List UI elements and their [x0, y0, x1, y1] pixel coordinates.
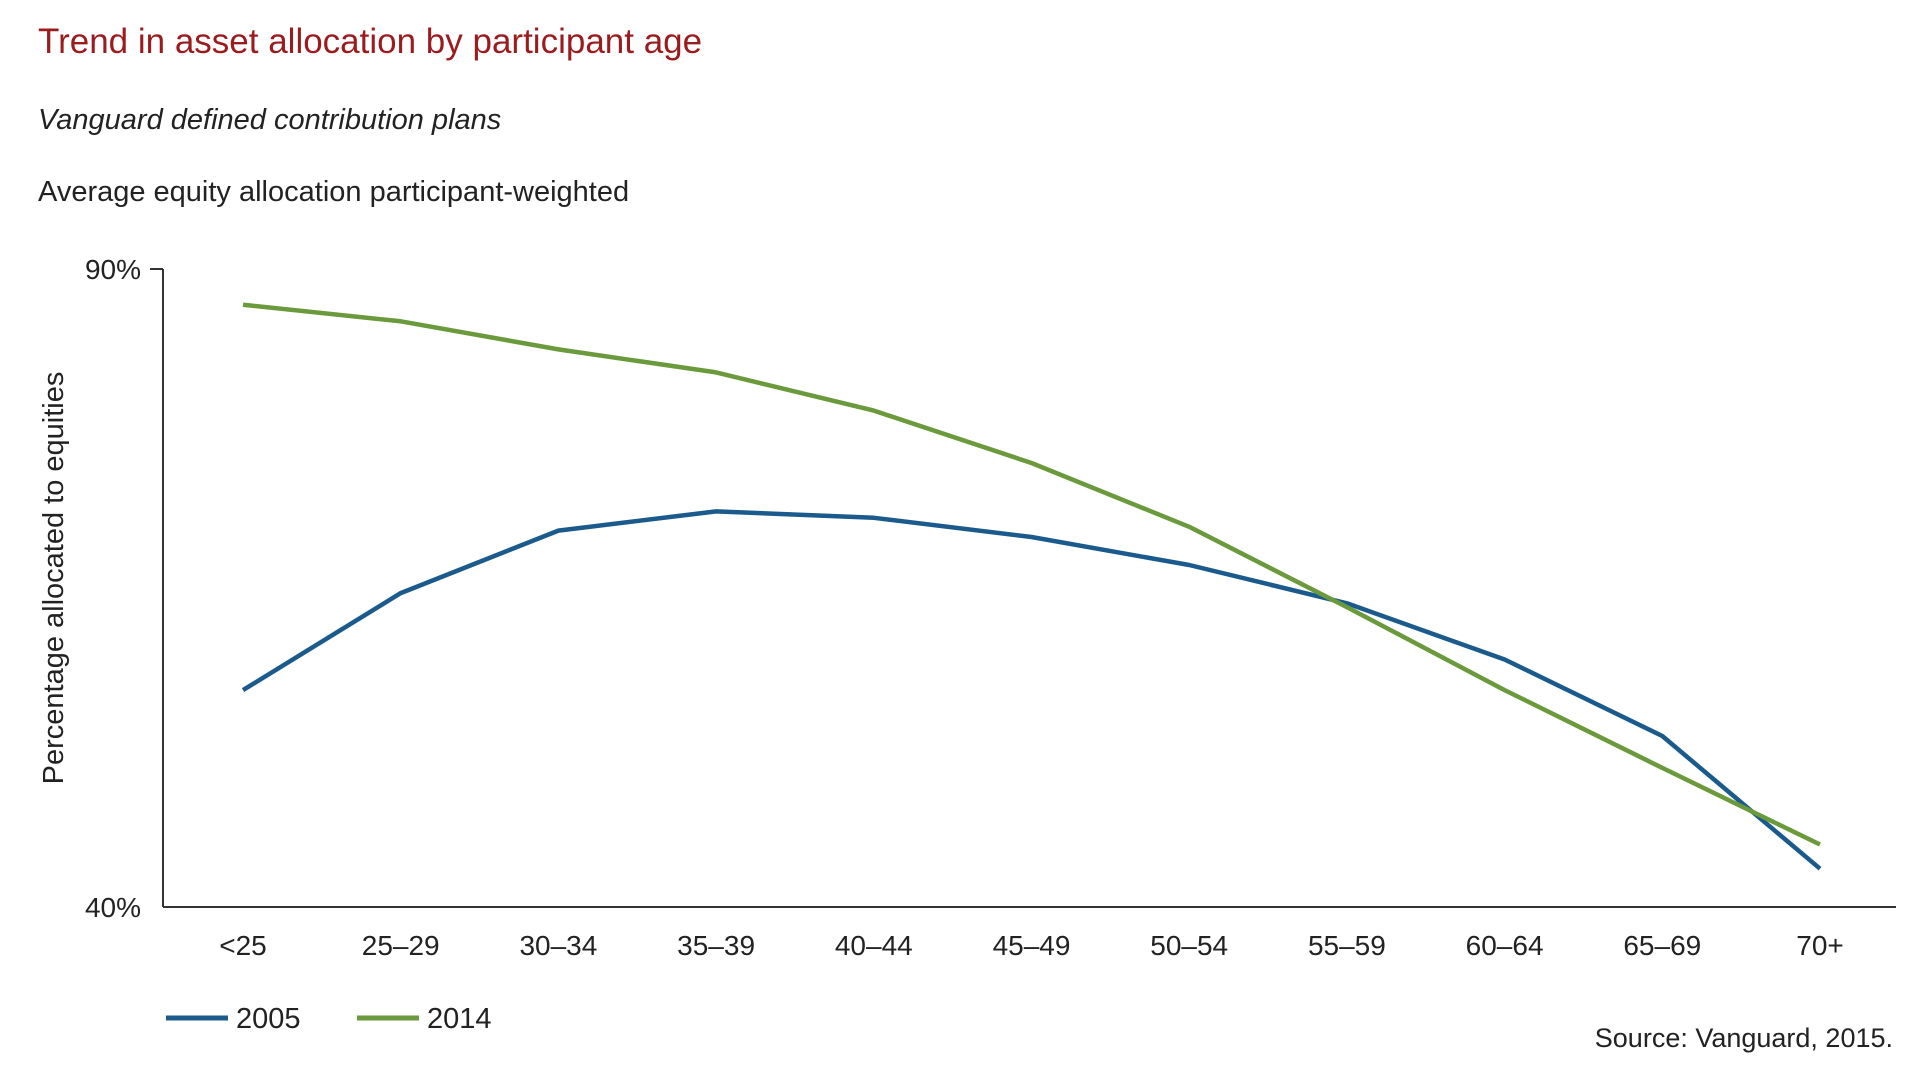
chart-caption: Average equity allocation participant-we… — [38, 176, 630, 208]
x-tick-label: 60–64 — [1466, 930, 1544, 961]
x-tick-label: 65–69 — [1623, 930, 1701, 961]
x-axis-ticks: <25 25–29 30–34 35–39 40–44 45–49 50–54 55–59 60… — [219, 930, 1844, 961]
legend-label-2014: 2014 — [427, 1003, 492, 1035]
x-tick-label: 30–34 — [519, 930, 597, 961]
chart-subtitle: Vanguard defined contribution plans — [38, 104, 502, 136]
x-tick-label: 50–54 — [1150, 930, 1228, 961]
chart-series — [241, 302, 1822, 871]
legend: 2005 2014 — [166, 1003, 492, 1035]
y-tick-label: 40% — [85, 892, 141, 923]
y-axis-label: Percentage allocated to equities — [38, 372, 70, 785]
x-tick-label: 55–59 — [1308, 930, 1386, 961]
x-tick-label: <25 — [219, 930, 267, 961]
x-tick-label: 70+ — [1796, 930, 1844, 961]
x-tick-label: 45–49 — [993, 930, 1071, 961]
series-line-2014 — [242, 302, 1821, 847]
x-tick-label: 35–39 — [677, 930, 755, 961]
y-tick-label: 90% — [85, 254, 141, 285]
y-axis-ticks: 90% 40% — [85, 254, 141, 923]
chart-title: Trend in asset allocation by participant… — [38, 22, 703, 61]
x-tick-label: 25–29 — [362, 930, 440, 961]
series-line-2005 — [241, 509, 1822, 871]
x-tick-label: 40–44 — [835, 930, 913, 961]
source-note: Source: Vanguard, 2015. — [1594, 1023, 1893, 1053]
legend-label-2005: 2005 — [236, 1003, 301, 1035]
chart-axes — [150, 268, 1896, 908]
